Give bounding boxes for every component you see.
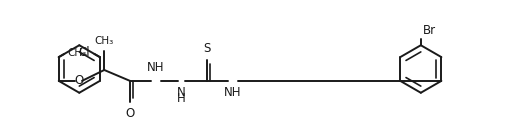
Text: NH: NH	[147, 61, 164, 74]
Text: CH₃: CH₃	[95, 36, 114, 46]
Text: CH₃: CH₃	[67, 48, 87, 58]
Text: NH: NH	[224, 86, 242, 99]
Text: Br: Br	[423, 24, 436, 37]
Text: O: O	[125, 107, 135, 120]
Text: H: H	[177, 92, 186, 105]
Text: O: O	[74, 74, 83, 87]
Text: Cl: Cl	[79, 46, 90, 59]
Text: N: N	[177, 86, 186, 99]
Text: S: S	[204, 42, 211, 55]
